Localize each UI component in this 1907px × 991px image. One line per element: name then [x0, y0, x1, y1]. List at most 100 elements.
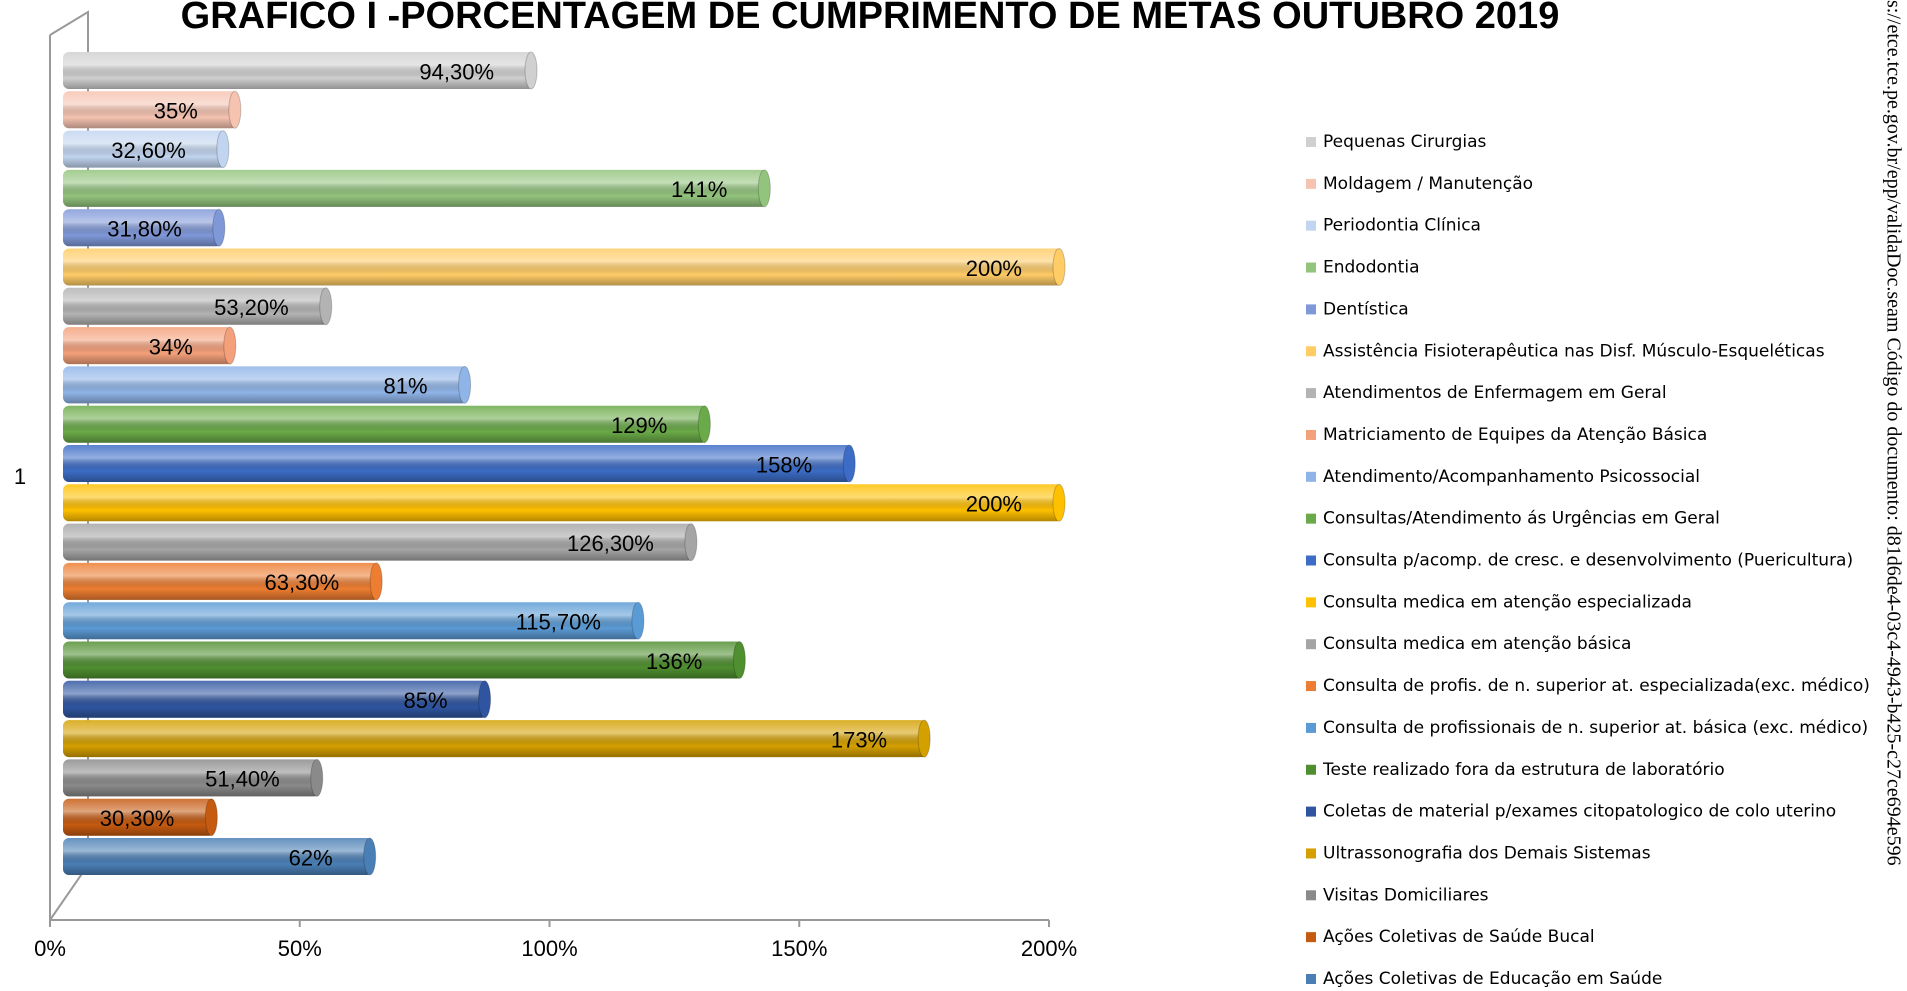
- legend-label: Atendimento/Acompanhamento Psicossocial: [1323, 467, 1700, 487]
- bar-shine: [63, 838, 373, 875]
- bar-cap: [684, 523, 698, 562]
- bar-cap: [478, 680, 492, 719]
- value-label: 32,60%: [111, 138, 186, 163]
- value-label: 85%: [404, 688, 448, 713]
- bar-cap: [216, 130, 230, 169]
- legend-label: Visitas Domiciliares: [1323, 885, 1489, 905]
- x-tick-label: 150%: [771, 936, 827, 961]
- value-label: 94,30%: [419, 59, 494, 84]
- legend-swatch: [1306, 555, 1316, 566]
- value-label: 158%: [756, 452, 812, 477]
- bar-shine: [63, 562, 380, 600]
- value-label: 30,30%: [100, 806, 175, 831]
- value-label: 35%: [154, 99, 198, 124]
- bar-shine: [63, 405, 708, 443]
- legend-swatch: [1306, 388, 1316, 399]
- legend-label: Consulta de profissionais de n. superior…: [1323, 718, 1868, 738]
- value-label: 136%: [646, 649, 702, 674]
- bar-shine: [63, 680, 488, 718]
- bar-cap: [204, 798, 218, 837]
- legend-label: Teste realizado fora da estrutura de lab…: [1322, 760, 1725, 780]
- legend-label: Matriciamento de Equipes da Atenção Bási…: [1323, 425, 1707, 445]
- legend-swatch: [1306, 639, 1316, 650]
- legend-label: Coletas de material p/exames citopatolog…: [1323, 802, 1836, 822]
- legend-swatch: [1306, 932, 1316, 943]
- legend-swatch: [1306, 806, 1316, 817]
- value-label: 31,80%: [107, 217, 182, 242]
- category-label: 1: [14, 464, 26, 489]
- legend-label: Consulta de profis. de n. superior at. e…: [1323, 676, 1870, 696]
- value-label: 129%: [611, 413, 667, 438]
- bar-cap: [732, 641, 746, 679]
- bar-cap: [228, 90, 242, 129]
- legend-swatch: [1306, 722, 1316, 733]
- legend-swatch: [1306, 262, 1316, 273]
- legend-label: Periodontia Clínica: [1323, 216, 1481, 236]
- legend-label: Dentística: [1323, 299, 1409, 319]
- legend-label: Atendimentos de Enfermagem em Geral: [1323, 383, 1667, 403]
- value-label: 126,30%: [567, 531, 654, 556]
- legend-swatch: [1306, 178, 1316, 189]
- bar-cap: [212, 208, 226, 247]
- bar-shine: [63, 327, 233, 365]
- legend-label: Moldagem / Manutenção: [1323, 174, 1533, 194]
- bar-shine: [63, 91, 238, 129]
- legend-swatch: [1306, 890, 1316, 901]
- value-label: 51,40%: [205, 767, 280, 792]
- bar-shine: [63, 484, 1062, 522]
- bar-shine: [63, 130, 226, 168]
- legend-label: Assistência Fisioterapêutica nas Disf. M…: [1323, 341, 1825, 361]
- watermark: s://etce.tce.pe.gov.br/epp/validaDoc.sea…: [1882, 0, 1904, 866]
- bar-shine: [63, 523, 694, 561]
- bar-shine: [63, 445, 853, 482]
- legend-label: Consultas/Atendimento ás Urgências em Ge…: [1323, 509, 1720, 529]
- x-tick-label: 0%: [34, 936, 66, 961]
- legend-swatch: [1306, 220, 1316, 231]
- x-tick-label: 200%: [1021, 936, 1077, 961]
- bar-shine: [63, 52, 535, 89]
- chart-title: GRAFICO I -PORCENTAGEM DE CUMPRIMENTO DE…: [181, 0, 1560, 37]
- x-tick-label: 50%: [278, 936, 322, 961]
- bar-cap: [458, 365, 472, 404]
- bar-shine: [63, 287, 329, 325]
- value-label: 62%: [289, 845, 333, 870]
- bar-shine: [63, 759, 320, 797]
- value-label: 53,20%: [214, 295, 289, 320]
- legend-swatch: [1306, 346, 1316, 357]
- bar-cap: [1052, 248, 1066, 286]
- value-label: 81%: [384, 374, 428, 399]
- legend-swatch: [1306, 597, 1316, 608]
- value-label: 34%: [149, 334, 193, 359]
- legend-label: Consulta medica em atenção especializada: [1323, 592, 1692, 612]
- legend-label: Pequenas Cirurgias: [1323, 132, 1487, 152]
- bar-cap: [631, 601, 645, 640]
- legend-label: Ultrassonografia dos Demais Sistemas: [1323, 843, 1651, 863]
- bar-shine: [63, 209, 222, 247]
- bar-cap: [1052, 483, 1066, 522]
- bar-shine: [63, 641, 743, 679]
- bar-shine: [63, 602, 641, 640]
- bar-cap: [310, 758, 324, 797]
- legend-label: Ações Coletivas de Saúde Bucal: [1323, 927, 1595, 947]
- legend-swatch: [1306, 764, 1316, 775]
- legend-swatch: [1306, 513, 1316, 524]
- value-label: 200%: [966, 492, 1022, 517]
- legend-label: Consulta medica em atenção básica: [1323, 634, 1631, 654]
- legend-swatch: [1306, 304, 1316, 315]
- bar-shine: [63, 798, 215, 836]
- bar-cap: [842, 444, 856, 483]
- bar-cap: [319, 287, 333, 326]
- bar-cap: [223, 326, 237, 365]
- legend-swatch: [1306, 974, 1316, 984]
- value-label: 141%: [671, 177, 727, 202]
- legend-swatch: [1306, 681, 1316, 692]
- value-label: 200%: [966, 256, 1022, 281]
- value-label: 115,70%: [516, 610, 601, 635]
- legend-swatch: [1306, 429, 1316, 440]
- bar-cap: [524, 51, 538, 90]
- bar-shine: [63, 720, 928, 758]
- value-label: 173%: [831, 727, 887, 752]
- legend-label: Consulta p/acomp. de cresc. e desenvolvi…: [1323, 551, 1853, 571]
- value-label: 63,30%: [265, 570, 340, 595]
